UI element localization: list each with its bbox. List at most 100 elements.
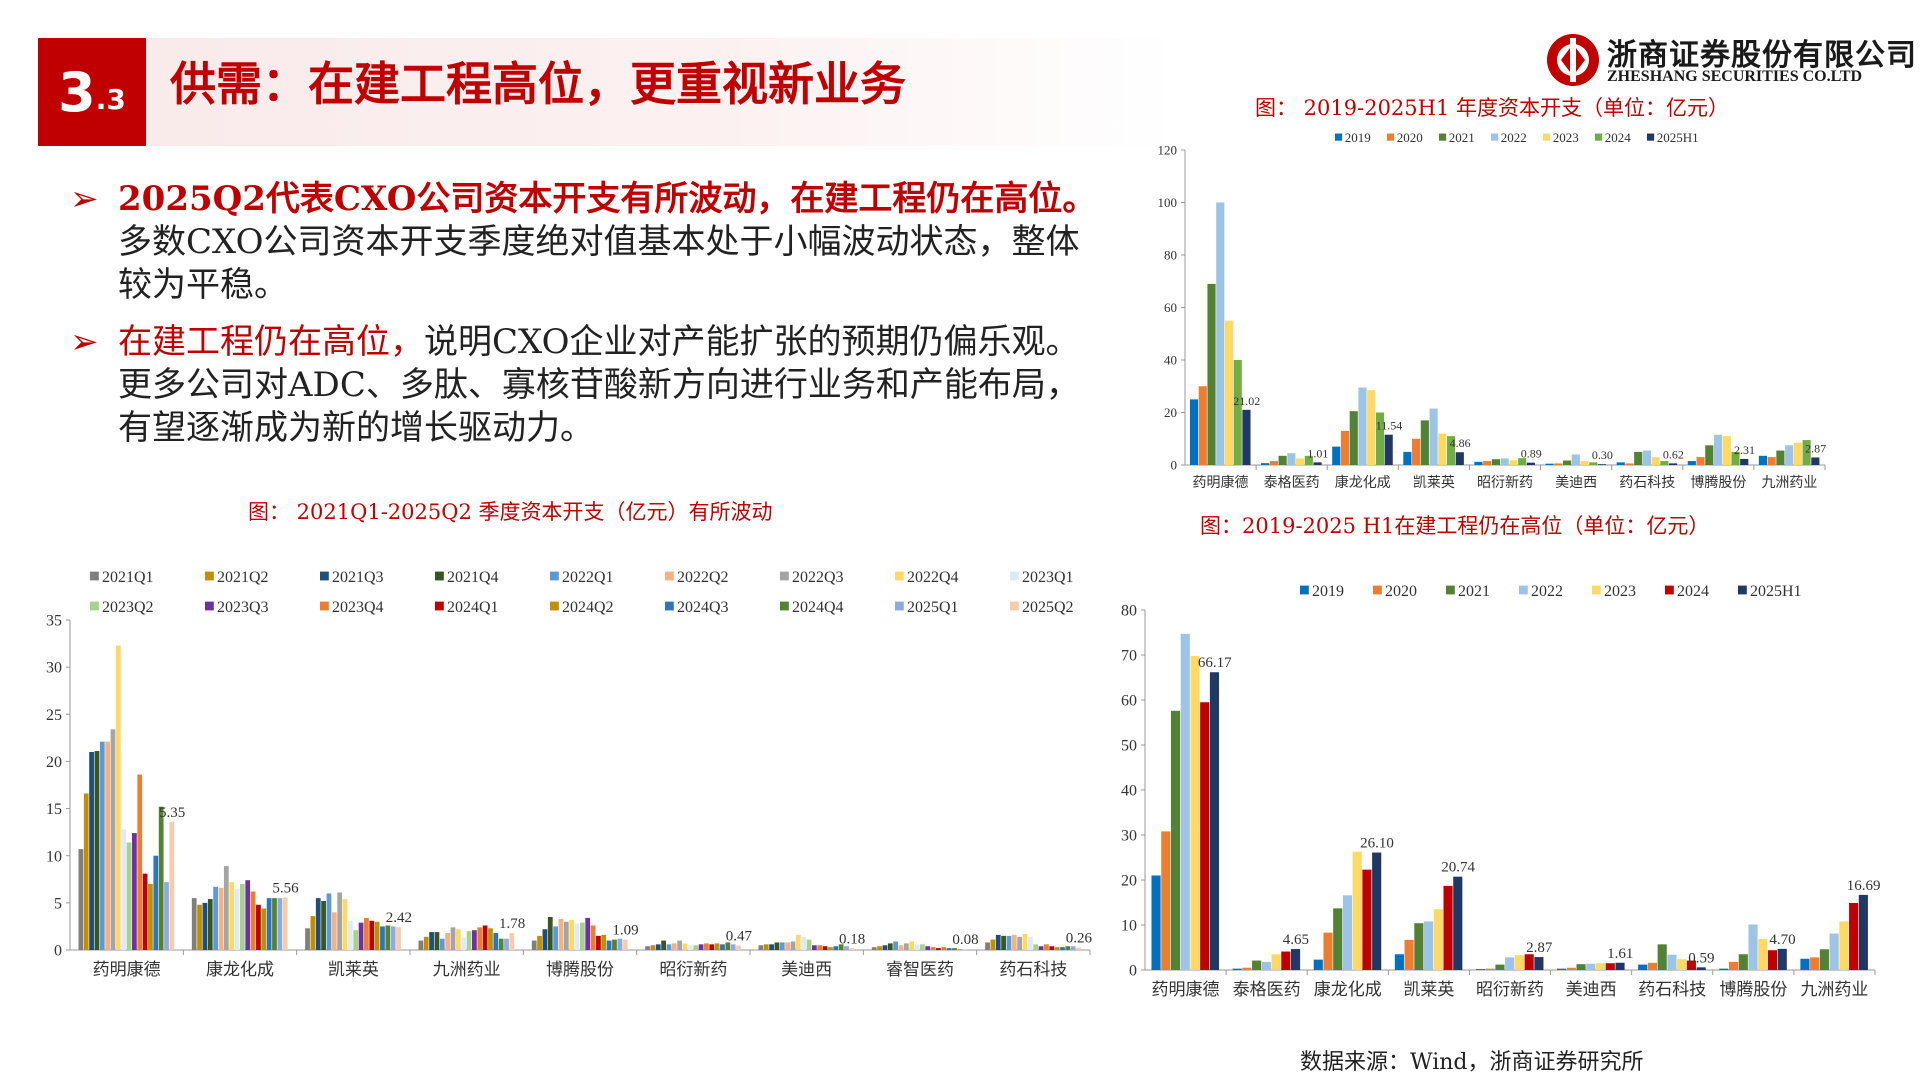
x-category-label: 药石科技 [1638, 980, 1706, 999]
bar [1412, 438, 1421, 465]
bar [1313, 959, 1323, 970]
data-label: 0.26 [1066, 931, 1093, 947]
y-tick-label: 120 [1158, 143, 1178, 158]
bar [590, 925, 596, 950]
legend-swatch [1387, 133, 1395, 141]
bar [1358, 387, 1367, 465]
bar [218, 887, 224, 950]
bar [720, 944, 725, 950]
bar [1242, 967, 1252, 970]
arrow-bullet-icon: ➢ [70, 322, 99, 362]
y-tick-label: 25 [46, 707, 62, 724]
annual-capex-chart: 2019 2020 2021 2022 2023 2024 2025H1 0 20 40 60 80 1… [1158, 130, 1827, 491]
legend-label: 2021Q4 [447, 569, 499, 586]
company-logo-icon [1547, 34, 1599, 86]
bar [1198, 386, 1207, 465]
bar [1323, 932, 1333, 970]
legend-swatch [1439, 133, 1447, 141]
bar [1589, 462, 1598, 465]
bar [655, 944, 661, 950]
legend-label: 2025Q2 [1022, 599, 1074, 616]
bar [374, 921, 380, 950]
data-label: 4.86 [1450, 436, 1471, 450]
bar [1738, 954, 1748, 970]
y-tick-label: 0 [1129, 963, 1137, 980]
x-category-label: 康龙化成 [1314, 980, 1382, 999]
legend-label: 2024Q3 [677, 599, 729, 616]
bar [1576, 964, 1586, 970]
bar [1252, 960, 1262, 970]
bar [887, 943, 893, 950]
bar [94, 751, 100, 950]
x-category-label: 康龙化成 [206, 960, 274, 979]
bar [1777, 948, 1787, 970]
bar [331, 912, 337, 950]
bar [1027, 936, 1033, 950]
bar [498, 938, 504, 950]
legend-swatch [665, 601, 674, 611]
legend-label: 2024 [1677, 583, 1709, 600]
legend-swatch [895, 601, 904, 611]
bar [504, 938, 509, 950]
bar [1209, 672, 1220, 970]
y-tick-label: 50 [1121, 738, 1137, 755]
bar [1800, 958, 1810, 970]
bar [563, 921, 569, 950]
y-tick-label: 40 [1121, 783, 1137, 800]
bar [455, 929, 461, 950]
bar [472, 930, 477, 950]
bar [612, 939, 617, 950]
bar [1044, 944, 1049, 950]
bar [1180, 633, 1190, 970]
bar [1313, 462, 1322, 465]
data-label: 4.65 [1283, 932, 1309, 948]
y-tick-label: 10 [46, 848, 62, 865]
x-category-label: 药石科技 [1619, 475, 1675, 491]
y-tick-label: 0 [1171, 458, 1178, 473]
bar [1500, 458, 1509, 465]
legend-label: 2020 [1397, 130, 1423, 145]
bar [1696, 967, 1706, 970]
bar [1001, 935, 1006, 950]
bar [779, 942, 785, 950]
bar [1729, 961, 1739, 970]
bar [893, 941, 898, 950]
legend-swatch [550, 601, 559, 611]
bar [585, 917, 591, 950]
y-tick-label: 80 [1121, 603, 1137, 620]
bar [380, 926, 385, 950]
bar [240, 884, 245, 950]
bullet-list: ➢ 2025Q2代表CXO公司资本开支有所波动，在建工程仍在高位。多数CXO公司… [70, 178, 1110, 464]
y-tick-label: 100 [1158, 195, 1178, 210]
bar [1278, 455, 1287, 465]
data-label: 2.87 [1526, 940, 1553, 956]
bar [1446, 436, 1456, 465]
bar [78, 849, 84, 950]
bar [1545, 463, 1554, 465]
bar [1261, 463, 1270, 465]
bar [1438, 433, 1447, 465]
bar [1151, 875, 1161, 970]
bar [606, 940, 612, 950]
bar [1269, 461, 1278, 465]
bar [730, 944, 736, 950]
bar [1224, 320, 1234, 465]
bar [493, 933, 499, 950]
bar [1485, 968, 1495, 970]
bar [450, 927, 456, 950]
bar [121, 829, 127, 950]
bar [1475, 969, 1486, 970]
data-label: 66.17 [1198, 655, 1232, 671]
bar [282, 897, 288, 950]
data-label: 2.31 [1734, 443, 1755, 457]
bar [1580, 461, 1589, 465]
x-category-label: 昭衍新药 [659, 960, 727, 979]
bar [1049, 946, 1055, 950]
bar [650, 945, 656, 950]
bar [736, 945, 741, 950]
bar [822, 946, 828, 950]
bar [315, 898, 321, 950]
bar [1207, 283, 1216, 465]
bar [115, 645, 121, 950]
legend-label: 2023 [1604, 583, 1636, 600]
